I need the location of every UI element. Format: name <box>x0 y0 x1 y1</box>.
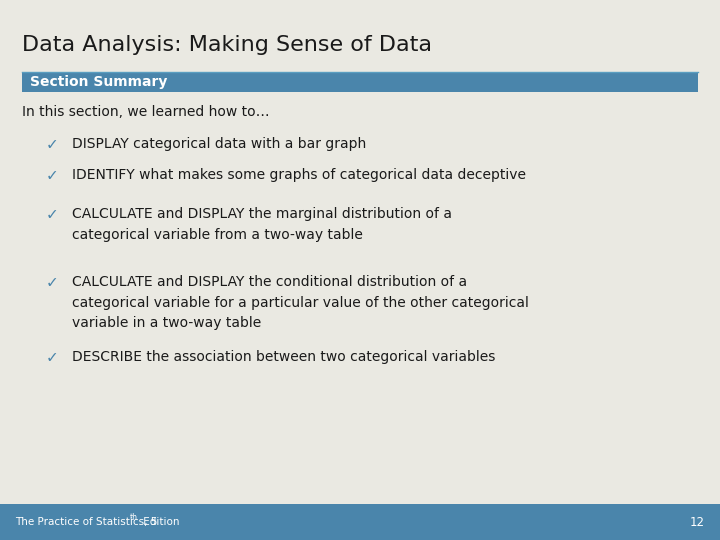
Text: DESCRIBE the association between two categorical variables: DESCRIBE the association between two cat… <box>72 350 495 364</box>
Text: ✓: ✓ <box>45 168 58 183</box>
Text: In this section, we learned how to…: In this section, we learned how to… <box>22 105 269 119</box>
Text: Edition: Edition <box>140 517 179 527</box>
Text: 12: 12 <box>690 516 705 529</box>
Text: ✓: ✓ <box>45 275 58 290</box>
Text: th: th <box>130 514 138 523</box>
Text: CALCULATE and DISPLAY the marginal distribution of a
categorical variable from a: CALCULATE and DISPLAY the marginal distr… <box>72 207 452 241</box>
Text: Data Analysis: Making Sense of Data: Data Analysis: Making Sense of Data <box>22 35 432 55</box>
Text: Section Summary: Section Summary <box>30 75 167 89</box>
FancyBboxPatch shape <box>22 72 698 92</box>
Text: ✓: ✓ <box>45 207 58 222</box>
Text: The Practice of Statistics, 5: The Practice of Statistics, 5 <box>15 517 158 527</box>
Text: CALCULATE and DISPLAY the conditional distribution of a
categorical variable for: CALCULATE and DISPLAY the conditional di… <box>72 275 529 330</box>
FancyBboxPatch shape <box>0 504 720 540</box>
Text: ✓: ✓ <box>45 350 58 365</box>
Text: IDENTIFY what makes some graphs of categorical data deceptive: IDENTIFY what makes some graphs of categ… <box>72 168 526 182</box>
Text: ✓: ✓ <box>45 137 58 152</box>
Text: DISPLAY categorical data with a bar graph: DISPLAY categorical data with a bar grap… <box>72 137 366 151</box>
